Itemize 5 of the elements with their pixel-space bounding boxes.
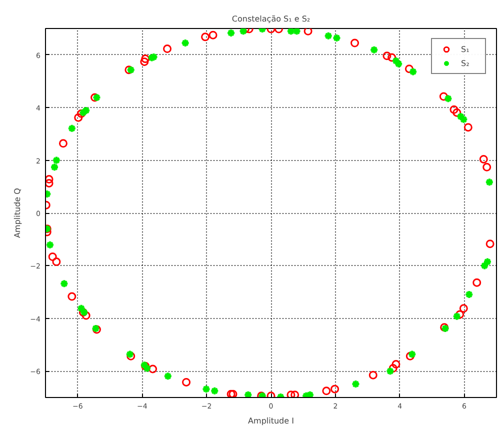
chart-title: Constelação S₁ e S₂ bbox=[232, 14, 310, 24]
y-axis-title: Amplitude Q bbox=[13, 188, 22, 238]
x-axis-title: Amplitude I bbox=[248, 416, 294, 426]
legend-label: S₂ bbox=[461, 58, 470, 68]
legend-label: S₁ bbox=[461, 44, 470, 54]
